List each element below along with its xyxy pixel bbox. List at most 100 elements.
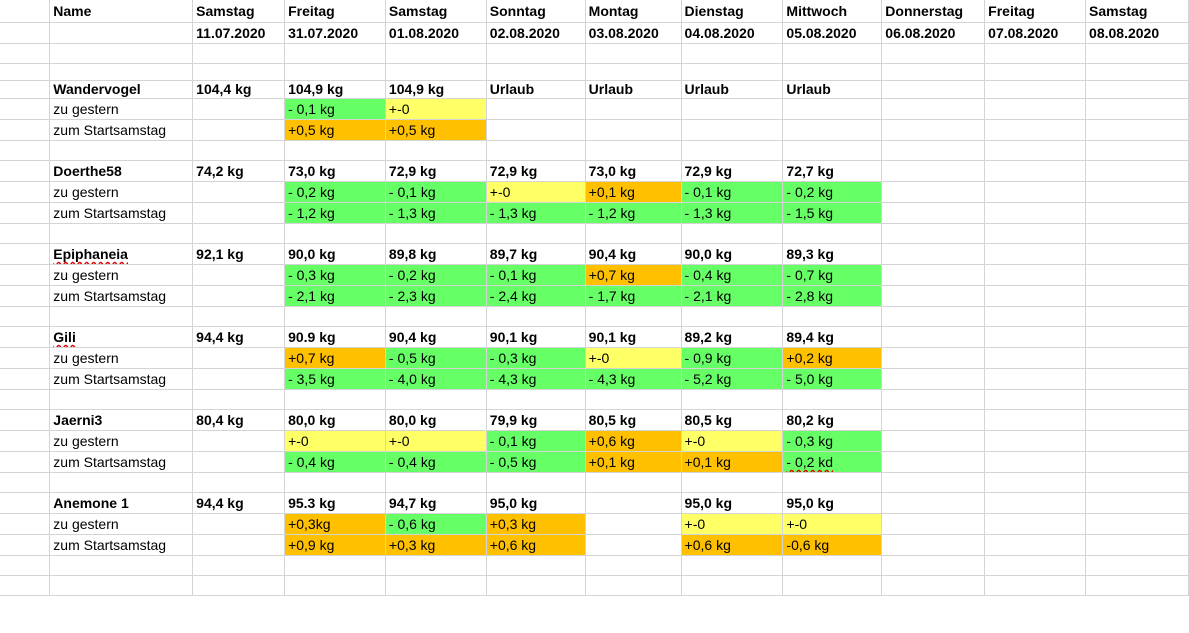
delta-start-cell[interactable]: - 1,2 kg (585, 202, 682, 224)
empty-cell[interactable] (0, 347, 51, 369)
delta-start-cell[interactable]: - 5,0 kg (782, 368, 883, 390)
empty-cell[interactable] (284, 389, 386, 410)
delta-start-cell[interactable]: +0,9 kg (284, 534, 386, 556)
empty-cell[interactable] (984, 472, 1087, 493)
empty-cell[interactable] (284, 306, 386, 327)
weight-cell[interactable]: 89,3 kg (782, 243, 883, 265)
delta-start-cell[interactable] (1085, 451, 1189, 473)
delta-yesterday-cell[interactable]: - 0,2 kg (782, 181, 883, 203)
weight-cell[interactable] (585, 492, 682, 514)
weight-cell[interactable]: 90,4 kg (385, 326, 487, 348)
header-weekday[interactable]: Donnerstag (881, 0, 986, 23)
weight-cell[interactable]: 94,4 kg (192, 326, 286, 348)
delta-start-cell[interactable] (192, 119, 286, 141)
weight-cell[interactable]: 104,9 kg (284, 80, 386, 99)
delta-yesterday-cell[interactable] (192, 181, 286, 203)
empty-cell[interactable] (1085, 223, 1189, 244)
empty-cell[interactable] (1085, 472, 1189, 493)
delta-start-cell[interactable]: +0,5 kg (284, 119, 386, 141)
row-label[interactable]: zum Startsamstag (49, 285, 194, 307)
delta-yesterday-cell[interactable] (984, 513, 1087, 535)
weight-cell[interactable] (984, 492, 1087, 514)
delta-yesterday-cell[interactable] (984, 430, 1087, 452)
empty-cell[interactable] (49, 22, 194, 44)
empty-cell[interactable] (192, 43, 286, 64)
delta-yesterday-cell[interactable]: +-0 (681, 513, 784, 535)
weight-cell[interactable] (984, 326, 1087, 348)
header-date[interactable]: 03.08.2020 (585, 22, 682, 44)
delta-yesterday-cell[interactable]: +-0 (782, 513, 883, 535)
empty-cell[interactable] (0, 451, 51, 473)
weight-cell[interactable] (881, 409, 986, 431)
delta-start-cell[interactable]: - 5,2 kg (681, 368, 784, 390)
empty-cell[interactable] (284, 63, 386, 81)
empty-cell[interactable] (0, 140, 51, 161)
participant-name[interactable]: Epiphaneia (49, 243, 194, 265)
empty-cell[interactable] (0, 264, 51, 286)
header-date[interactable]: 08.08.2020 (1085, 22, 1189, 44)
delta-yesterday-cell[interactable] (1085, 513, 1189, 535)
delta-start-cell[interactable]: - 4,3 kg (486, 368, 586, 390)
delta-yesterday-cell[interactable]: +0,2 kg (782, 347, 883, 369)
delta-yesterday-cell[interactable]: - 0,7 kg (782, 264, 883, 286)
empty-cell[interactable] (782, 575, 883, 596)
row-label[interactable]: zum Startsamstag (49, 451, 194, 473)
empty-cell[interactable] (49, 63, 194, 81)
delta-yesterday-cell[interactable] (984, 347, 1087, 369)
delta-yesterday-cell[interactable] (984, 181, 1087, 203)
delta-yesterday-cell[interactable] (881, 98, 986, 120)
delta-start-cell[interactable]: - 1,2 kg (284, 202, 386, 224)
delta-start-cell[interactable]: - 0,4 kg (284, 451, 386, 473)
empty-cell[interactable] (0, 160, 51, 182)
empty-cell[interactable] (585, 63, 682, 81)
weight-cell[interactable]: 74,2 kg (192, 160, 286, 182)
header-weekday[interactable]: Mittwoch (782, 0, 883, 23)
delta-yesterday-cell[interactable]: +-0 (681, 430, 784, 452)
empty-cell[interactable] (284, 43, 386, 64)
empty-cell[interactable] (486, 43, 586, 64)
empty-cell[interactable] (486, 472, 586, 493)
delta-start-cell[interactable]: - 1,3 kg (385, 202, 487, 224)
empty-cell[interactable] (984, 575, 1087, 596)
empty-cell[interactable] (585, 575, 682, 596)
empty-cell[interactable] (486, 223, 586, 244)
empty-cell[interactable] (284, 223, 386, 244)
empty-cell[interactable] (984, 555, 1087, 576)
delta-yesterday-cell[interactable] (192, 98, 286, 120)
weight-cell[interactable]: 80,0 kg (284, 409, 386, 431)
row-label[interactable]: zu gestern (49, 513, 194, 535)
delta-start-cell[interactable] (192, 368, 286, 390)
weight-cell[interactable] (1085, 243, 1189, 265)
empty-cell[interactable] (0, 43, 51, 64)
empty-cell[interactable] (881, 43, 986, 64)
row-label[interactable]: zu gestern (49, 264, 194, 286)
empty-cell[interactable] (681, 555, 784, 576)
weight-cell[interactable]: 80,2 kg (782, 409, 883, 431)
delta-yesterday-cell[interactable]: - 0,9 kg (681, 347, 784, 369)
empty-cell[interactable] (49, 223, 194, 244)
delta-start-cell[interactable]: - 1,3 kg (681, 202, 784, 224)
empty-cell[interactable] (1085, 43, 1189, 64)
empty-cell[interactable] (984, 389, 1087, 410)
weight-cell[interactable]: 89,4 kg (782, 326, 883, 348)
delta-yesterday-cell[interactable]: - 0,2 kg (284, 181, 386, 203)
delta-yesterday-cell[interactable]: - 0,4 kg (681, 264, 784, 286)
delta-yesterday-cell[interactable] (192, 264, 286, 286)
delta-start-cell[interactable]: - 0,2 kd (782, 451, 883, 473)
participant-name[interactable]: Wandervogel (49, 80, 194, 99)
header-weekday[interactable]: Samstag (1085, 0, 1189, 23)
header-name[interactable]: Name (49, 0, 194, 23)
header-weekday[interactable]: Freitag (284, 0, 386, 23)
empty-cell[interactable] (984, 223, 1087, 244)
header-date[interactable]: 07.08.2020 (984, 22, 1087, 44)
empty-cell[interactable] (881, 63, 986, 81)
delta-start-cell[interactable] (681, 119, 784, 141)
delta-start-cell[interactable] (881, 119, 986, 141)
row-label[interactable]: zu gestern (49, 181, 194, 203)
delta-start-cell[interactable]: +0,5 kg (385, 119, 487, 141)
row-label[interactable]: zu gestern (49, 98, 194, 120)
empty-cell[interactable] (192, 575, 286, 596)
delta-yesterday-cell[interactable] (192, 347, 286, 369)
empty-cell[interactable] (486, 389, 586, 410)
delta-yesterday-cell[interactable] (681, 98, 784, 120)
